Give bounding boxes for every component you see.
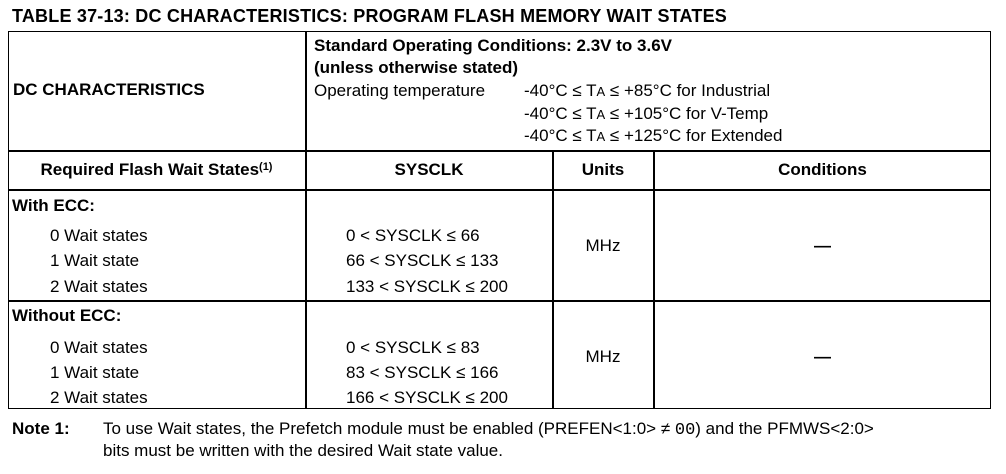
conditions-line-1: Standard Operating Conditions: 2.3V to 3… <box>314 36 672 55</box>
sysclk-range: 66 < SYSCLK ≤ 133 <box>346 251 499 270</box>
sysclk-range: 83 < SYSCLK ≤ 166 <box>346 363 499 382</box>
group-label-with-ecc: With ECC: <box>12 196 95 215</box>
note-text-line-2: bits must be written with the desired Wa… <box>103 441 503 460</box>
conditions-value: — <box>814 347 831 366</box>
wait-state-label: 2 Wait states <box>50 388 148 407</box>
col-header-conditions: Conditions <box>778 160 867 179</box>
sysclk-range: 166 < SYSCLK ≤ 200 <box>346 388 508 407</box>
sysclk-range: 0 < SYSCLK ≤ 83 <box>346 338 480 357</box>
top-vertical-divider <box>305 31 307 151</box>
col-header-wait-states: Required Flash Wait States(1) <box>40 160 273 179</box>
conditions-line-2: (unless otherwise stated) <box>314 58 519 77</box>
table-title: TABLE 37-13: DC CHARACTERISTICS: PROGRAM… <box>12 6 728 26</box>
operating-temperature-label: Operating temperature <box>314 81 486 100</box>
col-header-sysclk: SYSCLK <box>394 160 464 179</box>
wait-state-label: 2 Wait states <box>50 277 148 296</box>
note-text-line-1: To use Wait states, the Prefetch module … <box>103 419 874 440</box>
temp-range-extended: -40°C ≤ TA ≤ +125°C for Extended <box>524 126 783 145</box>
col-divider-1 <box>305 150 307 409</box>
conditions-value: — <box>814 236 831 255</box>
dc-characteristics-label: DC CHARACTERISTICS <box>13 80 205 99</box>
col-divider-2 <box>552 150 554 409</box>
group-divider <box>8 300 991 302</box>
wait-state-label: 0 Wait states <box>50 226 148 245</box>
note-label: Note 1: <box>12 419 70 438</box>
temp-range-vtemp: -40°C ≤ TA ≤ +105°C for V-Temp <box>524 104 769 123</box>
wait-state-label: 1 Wait state <box>50 251 140 270</box>
group-label-without-ecc: Without ECC: <box>12 306 122 325</box>
temp-range-industrial: -40°C ≤ TA ≤ +85°C for Industrial <box>524 81 771 100</box>
header-divider <box>8 150 991 152</box>
table-border <box>8 31 991 409</box>
sysclk-range: 0 < SYSCLK ≤ 66 <box>346 226 480 245</box>
wait-state-label: 0 Wait states <box>50 338 148 357</box>
col-header-units: Units <box>581 160 625 179</box>
wait-state-label: 1 Wait state <box>50 363 140 382</box>
units-value: MHz <box>585 236 621 255</box>
units-value: MHz <box>585 347 621 366</box>
sysclk-range: 133 < SYSCLK ≤ 200 <box>346 277 508 296</box>
column-header-divider <box>8 189 991 191</box>
col-divider-3 <box>653 150 655 409</box>
